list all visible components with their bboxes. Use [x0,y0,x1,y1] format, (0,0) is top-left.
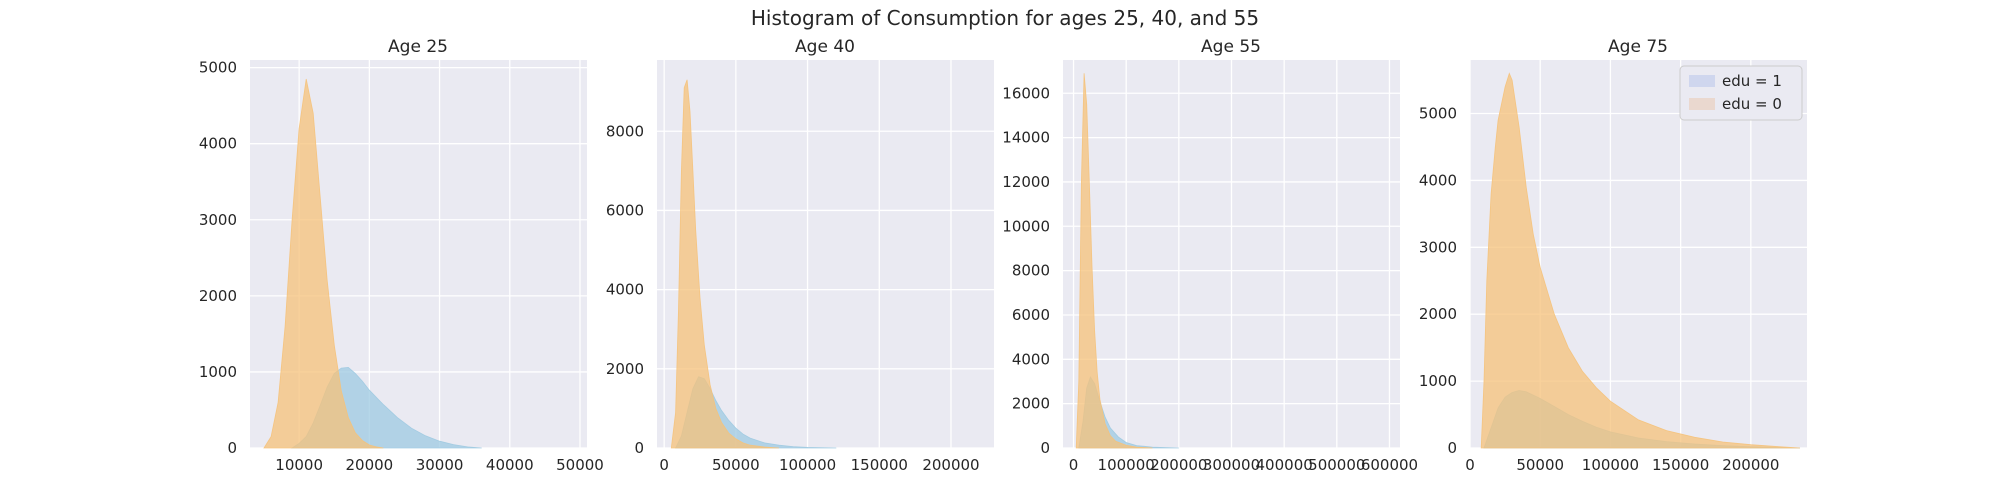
plot-area-age-40 [657,60,994,448]
x-tick-label: 50000 [712,456,760,474]
y-tick-label: 6000 [606,201,644,219]
legend-swatch-edu1 [1689,75,1715,87]
x-tick-label: 200000 [1722,456,1779,474]
y-tick-label: 8000 [606,122,644,140]
x-tick-label: 200000 [1150,456,1207,474]
tick-labels-age-75: 0 50000 100000 150000 200000 0 1000 2000 3000 400… [1419,105,1780,474]
x-tick-label: 0 [1465,456,1475,474]
x-tick-label: 20000 [345,456,393,474]
y-tick-label: 16000 [1002,84,1050,102]
y-tick-label: 6000 [1012,306,1050,324]
y-tick-label: 0 [227,439,237,457]
x-tick-label: 150000 [851,456,908,474]
histogram-edu0-age-75 [1480,72,1801,449]
y-tick-label: 0 [1447,439,1457,457]
y-tick-label: 4000 [199,135,237,153]
x-tick-label: 150000 [1652,456,1709,474]
x-tick-label: 100000 [1582,456,1639,474]
x-tick-label: 200000 [922,456,979,474]
y-tick-label: 2000 [199,287,237,305]
histogram-edu0-age-55 [1075,73,1153,449]
figure-title: Histogram of Consumption for ages 25, 40… [751,6,1259,30]
histograms-age-55 [1075,73,1179,449]
legend-swatch-edu0 [1689,98,1715,110]
panel-title-age-25: Age 25 [388,37,448,57]
y-tick-label: 8000 [1012,262,1050,280]
y-tick-label: 2000 [1419,305,1457,323]
y-tick-label: 1000 [199,363,237,381]
y-tick-label: 1000 [1419,372,1457,390]
legend: edu = 1 edu = 0 [1679,65,1803,121]
panel-age-40: 0 50000 100000 150000 200000 0 2000 4000 6000 800… [606,37,994,474]
x-tick-label: 10000 [275,456,323,474]
x-tick-label: 500000 [1308,456,1365,474]
x-tick-label: 0 [659,456,669,474]
legend-label-edu1: edu = 1 [1722,72,1782,90]
y-tick-label: 5000 [199,59,237,77]
panel-age-75: 0 50000 100000 150000 200000 0 1000 2000 3000 400… [1419,37,1807,474]
histogram-edu0-age-40 [670,79,779,449]
y-tick-label: 0 [634,439,644,457]
x-tick-label: 600000 [1361,456,1418,474]
panel-title-age-75: Age 75 [1608,37,1668,57]
y-tick-label: 5000 [1419,105,1457,123]
x-tick-label: 50000 [556,456,604,474]
legend-label-edu0: edu = 0 [1722,95,1782,113]
y-tick-label: 3000 [199,211,237,229]
x-tick-label: 0 [1069,456,1079,474]
histograms-age-40 [670,79,837,449]
gridlines-age-55 [1063,60,1400,449]
gridlines-age-40 [657,60,994,449]
x-tick-label: 40000 [486,456,534,474]
y-tick-label: 0 [1040,439,1050,457]
panel-age-25: 10000 20000 30000 40000 50000 0 1000 2000 3000 40… [199,37,604,474]
y-tick-label: 3000 [1419,238,1457,256]
x-tick-label: 400000 [1256,456,1313,474]
y-tick-label: 2000 [606,360,644,378]
x-tick-label: 30000 [416,456,464,474]
histograms-age-25 [263,78,482,449]
x-tick-label: 100000 [1098,456,1155,474]
x-tick-label: 100000 [779,456,836,474]
tick-labels-age-40: 0 50000 100000 150000 200000 0 2000 4000 6000 800… [606,122,980,474]
panel-title-age-40: Age 40 [795,37,855,57]
y-tick-label: 12000 [1002,173,1050,191]
panel-title-age-55: Age 55 [1201,37,1261,57]
y-tick-label: 4000 [1012,350,1050,368]
x-tick-label: 300000 [1203,456,1260,474]
y-tick-label: 4000 [1419,171,1457,189]
histograms-age-75 [1480,72,1801,449]
histogram-edu0-age-25 [263,78,384,449]
tick-labels-age-25: 10000 20000 30000 40000 50000 0 1000 2000 3000 40… [199,59,604,474]
y-tick-label: 14000 [1002,129,1050,147]
x-tick-label: 50000 [1516,456,1564,474]
y-tick-label: 4000 [606,281,644,299]
y-tick-label: 2000 [1012,395,1050,413]
y-tick-label: 10000 [1002,217,1050,235]
